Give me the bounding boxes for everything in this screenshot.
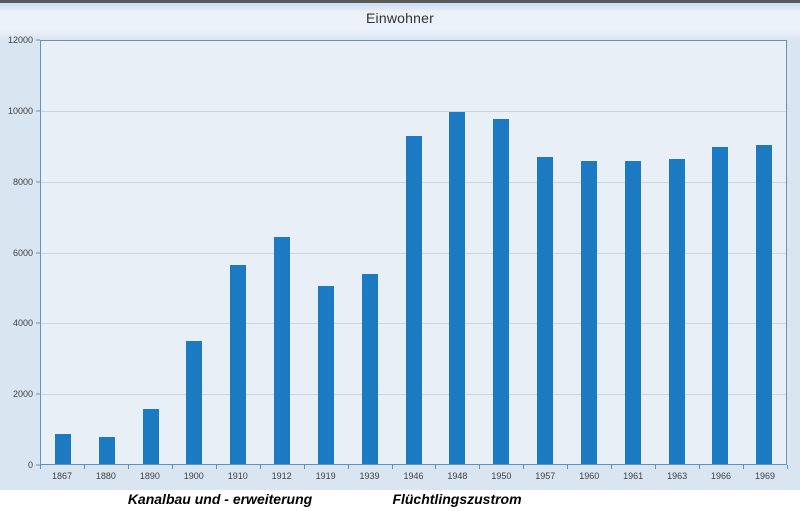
x-tick-label-1950: 1950	[491, 471, 512, 481]
bar-1939	[361, 273, 378, 464]
bar-1948	[449, 111, 466, 464]
category-slot-1939	[348, 41, 392, 464]
category-slot-1910	[216, 41, 260, 464]
annotations: Kanalbau und - erweiterung Flüchtlingszus…	[0, 491, 800, 511]
chart-panel: Einwohner 0 2000 4000 6000 8000 10000 12000 18…	[0, 3, 800, 490]
bar-1963	[668, 159, 685, 464]
x-tick-mark-15	[699, 465, 701, 469]
bar-1960	[580, 160, 597, 464]
y-tick-mark-8000	[36, 181, 40, 183]
y-tick-mark-4000	[36, 322, 40, 324]
x-tick-label-1890: 1890	[139, 471, 160, 481]
category-slot-1961	[611, 41, 655, 464]
y-tick-label-2000: 2000	[12, 389, 33, 400]
y-tick-label-8000: 8000	[12, 176, 33, 187]
bar-1950	[493, 118, 510, 464]
x-tick-mark-16	[743, 465, 745, 469]
bar-1890	[142, 409, 159, 464]
category-slot-1867	[41, 41, 85, 464]
bar-1957	[537, 157, 554, 464]
x-tick-mark-2	[127, 465, 129, 469]
category-slot-1969	[742, 41, 786, 464]
x-tick-label-1900: 1900	[183, 471, 204, 481]
category-slot-1912	[260, 41, 304, 464]
x-axis-labels: 1867 1880 1890 1900 1910 1912 1919 1939 1946 1948…	[40, 471, 787, 483]
category-slot-1950	[479, 41, 523, 464]
bar-1969	[756, 145, 773, 464]
x-tick-label-1960: 1960	[579, 471, 600, 481]
x-tick-mark-4	[215, 465, 217, 469]
x-tick-mark-14	[655, 465, 657, 469]
x-tick-mark-17	[787, 465, 788, 469]
annotation-2: Flüchtlingszustrom	[392, 491, 522, 507]
x-tick-mark-0	[40, 465, 41, 469]
x-tick-mark-10	[479, 465, 481, 469]
x-tick-mark-3	[171, 465, 173, 469]
y-tick-mark-12000	[36, 39, 40, 41]
category-slot-1880	[85, 41, 129, 464]
y-tick-label-10000: 10000	[7, 105, 33, 116]
bar-1919	[317, 286, 334, 464]
x-tick-mark-1	[83, 465, 85, 469]
y-tick-mark-2000	[36, 393, 40, 395]
x-tick-label-1910: 1910	[227, 471, 248, 481]
bar-1900	[186, 340, 203, 464]
y-axis-labels: 0 2000 4000 6000 8000 10000 12000	[0, 35, 36, 470]
bar-1961	[624, 160, 641, 464]
bar-1946	[405, 136, 422, 464]
bar-1867	[54, 434, 71, 464]
category-slot-1890	[129, 41, 173, 464]
y-axis-ticks	[36, 39, 40, 466]
x-tick-mark-8	[391, 465, 393, 469]
category-slot-1966	[698, 41, 742, 464]
x-tick-label-1939: 1939	[359, 471, 380, 481]
y-tick-label-6000: 6000	[12, 247, 33, 258]
bar-1910	[230, 264, 247, 464]
y-tick-mark-10000	[36, 110, 40, 112]
x-tick-label-1963: 1963	[667, 471, 688, 481]
y-tick-label-12000: 12000	[7, 35, 33, 45]
window-top-border	[0, 0, 800, 3]
x-tick-mark-7	[347, 465, 349, 469]
x-tick-mark-11	[523, 465, 525, 469]
x-tick-label-1961: 1961	[623, 471, 644, 481]
category-slot-1919	[304, 41, 348, 464]
annotation-1: Kanalbau und - erweiterung	[127, 491, 313, 507]
x-tick-label-1966: 1966	[711, 471, 732, 481]
y-tick-label-4000: 4000	[12, 318, 33, 329]
x-tick-mark-6	[303, 465, 305, 469]
category-slot-1948	[435, 41, 479, 464]
bar-1880	[98, 437, 115, 464]
bar-1966	[712, 146, 729, 464]
bar-1912	[274, 236, 291, 464]
category-slot-1957	[523, 41, 567, 464]
gridline-10000	[41, 111, 786, 113]
chart-title: Einwohner	[366, 10, 434, 26]
category-slot-1900	[172, 41, 216, 464]
y-tick-mark-6000	[36, 252, 40, 253]
plot-area	[40, 40, 787, 465]
x-tick-label-1912: 1912	[271, 471, 292, 481]
x-tick-mark-9	[435, 465, 437, 469]
x-tick-mark-5	[259, 465, 261, 469]
category-slot-1960	[567, 41, 611, 464]
x-tick-label-1919: 1919	[315, 471, 336, 481]
x-tick-label-1867: 1867	[51, 471, 72, 481]
bars-container	[41, 41, 786, 464]
x-tick-mark-12	[567, 465, 569, 469]
y-tick-mark-0	[36, 464, 40, 466]
category-slot-1963	[655, 41, 699, 464]
y-tick-label-0: 0	[27, 460, 33, 470]
x-tick-label-1957: 1957	[535, 471, 556, 481]
x-tick-label-1969: 1969	[754, 471, 775, 481]
x-axis-ticks	[40, 465, 788, 470]
x-tick-mark-13	[611, 465, 613, 469]
x-tick-label-1948: 1948	[447, 471, 468, 481]
category-slot-1946	[392, 41, 436, 464]
x-tick-label-1880: 1880	[95, 471, 116, 481]
x-tick-label-1946: 1946	[403, 471, 424, 481]
